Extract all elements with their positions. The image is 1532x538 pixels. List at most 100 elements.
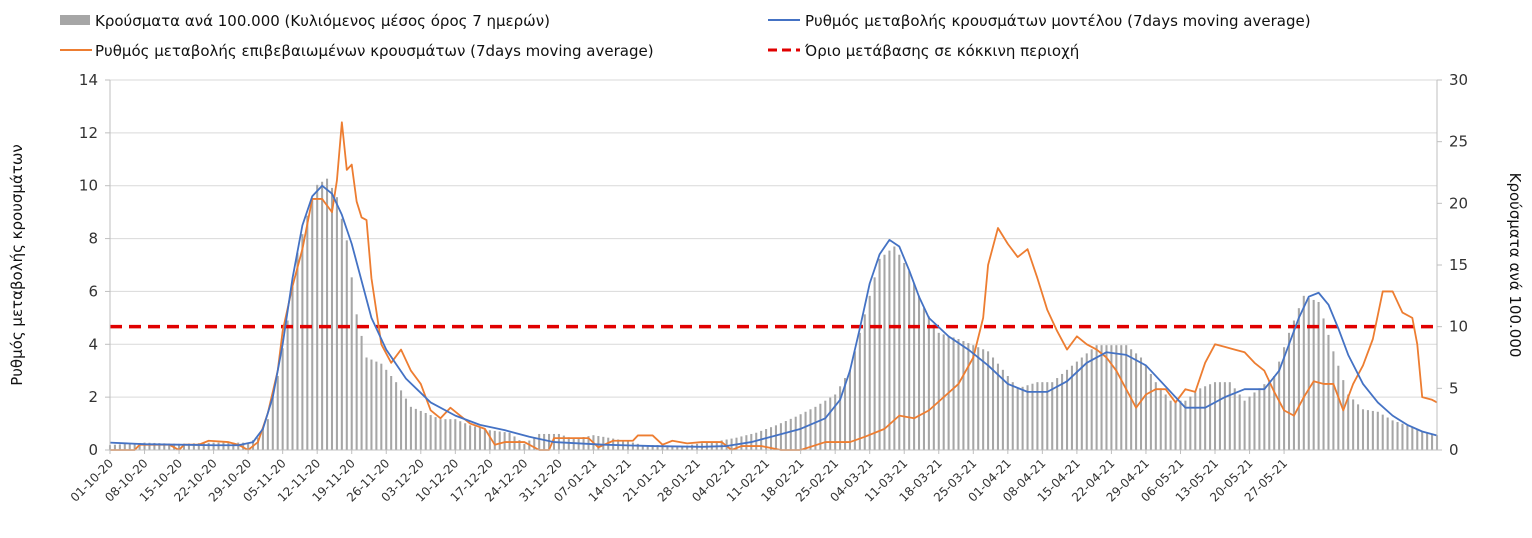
bar <box>913 283 916 450</box>
bar <box>212 442 215 450</box>
bar <box>1332 351 1335 450</box>
bar <box>1213 382 1217 450</box>
bar <box>488 430 491 450</box>
y-tick-label-right: 15 <box>1449 256 1468 274</box>
bar <box>1070 365 1073 450</box>
bar <box>148 442 151 450</box>
bar <box>952 337 955 450</box>
bar <box>1159 388 1162 450</box>
bar <box>1431 433 1434 450</box>
bar <box>839 386 842 450</box>
bar <box>128 443 131 450</box>
bar <box>1174 400 1177 450</box>
bar <box>1036 382 1039 450</box>
bar <box>1297 308 1300 450</box>
bar-series <box>108 178 1439 451</box>
bar <box>656 445 659 450</box>
bar <box>1011 382 1014 450</box>
bar <box>853 351 856 450</box>
bar <box>1115 345 1118 450</box>
bar <box>962 341 965 450</box>
bar <box>543 433 546 450</box>
bar <box>1292 320 1295 450</box>
bar <box>1051 382 1054 450</box>
bar <box>671 445 674 450</box>
bar <box>1209 384 1212 450</box>
bar <box>804 411 807 450</box>
y-tick-label-left: 8 <box>88 230 98 248</box>
bar <box>789 418 792 450</box>
bar <box>903 262 906 450</box>
bar <box>232 442 235 450</box>
bar <box>335 197 338 450</box>
bar <box>227 442 230 450</box>
y-tick-label-right: 5 <box>1449 379 1459 397</box>
bar <box>927 316 930 450</box>
bar <box>459 421 462 450</box>
axes <box>105 79 1442 454</box>
y-axis-title-left: Ρυθμός μεταβολής κρουσμάτων <box>8 144 26 386</box>
bar <box>893 246 896 450</box>
y-tick-label-left: 4 <box>88 335 98 353</box>
bar <box>760 430 763 450</box>
bar <box>247 442 250 450</box>
bar <box>1243 400 1246 450</box>
bar <box>1164 394 1167 450</box>
legend-swatch-bars <box>60 15 90 25</box>
bar <box>1139 357 1143 450</box>
bar <box>123 444 126 450</box>
bar <box>1006 376 1009 450</box>
bar <box>340 218 343 450</box>
bar <box>858 332 861 450</box>
bar <box>370 359 373 450</box>
bar <box>424 413 427 450</box>
bar <box>330 187 334 451</box>
bar <box>281 348 284 450</box>
bar <box>661 445 664 450</box>
bar <box>602 436 605 450</box>
bar <box>1421 431 1424 450</box>
bar <box>932 324 935 450</box>
bar <box>774 425 777 450</box>
bar <box>765 429 768 450</box>
bar <box>1406 425 1409 450</box>
bar <box>469 425 472 450</box>
bar <box>1278 361 1281 450</box>
bar <box>844 378 847 450</box>
bar <box>256 437 260 450</box>
bar <box>1307 297 1310 450</box>
bar <box>1273 376 1276 450</box>
bar <box>395 382 398 450</box>
bar <box>686 445 689 450</box>
bar <box>1391 420 1394 450</box>
bar <box>434 417 437 450</box>
bar <box>987 351 990 450</box>
bar <box>1021 386 1024 450</box>
bar <box>518 440 521 450</box>
bar <box>429 415 432 450</box>
bar <box>1411 427 1414 450</box>
y-tick-label-left: 0 <box>88 441 98 459</box>
bar <box>873 277 876 450</box>
bar <box>1302 295 1305 450</box>
bar <box>779 423 782 450</box>
bar <box>1184 400 1187 450</box>
bar <box>829 397 832 450</box>
bar <box>848 369 851 450</box>
bar <box>908 271 911 450</box>
bar <box>118 444 121 450</box>
bar <box>291 286 294 450</box>
bar <box>1090 349 1093 450</box>
bar <box>326 178 329 451</box>
bar <box>1110 345 1113 450</box>
bar <box>794 416 797 450</box>
y-tick-label-left: 2 <box>88 388 98 406</box>
bar <box>888 250 891 450</box>
bar <box>202 442 205 450</box>
bar <box>1416 429 1419 450</box>
bar <box>237 442 240 450</box>
legend-item-model: Ρυθμός μεταβολής κρουσμάτων μοντέλου (7d… <box>768 12 1311 30</box>
bar <box>321 181 324 450</box>
bar <box>770 427 773 450</box>
bar <box>158 443 161 450</box>
